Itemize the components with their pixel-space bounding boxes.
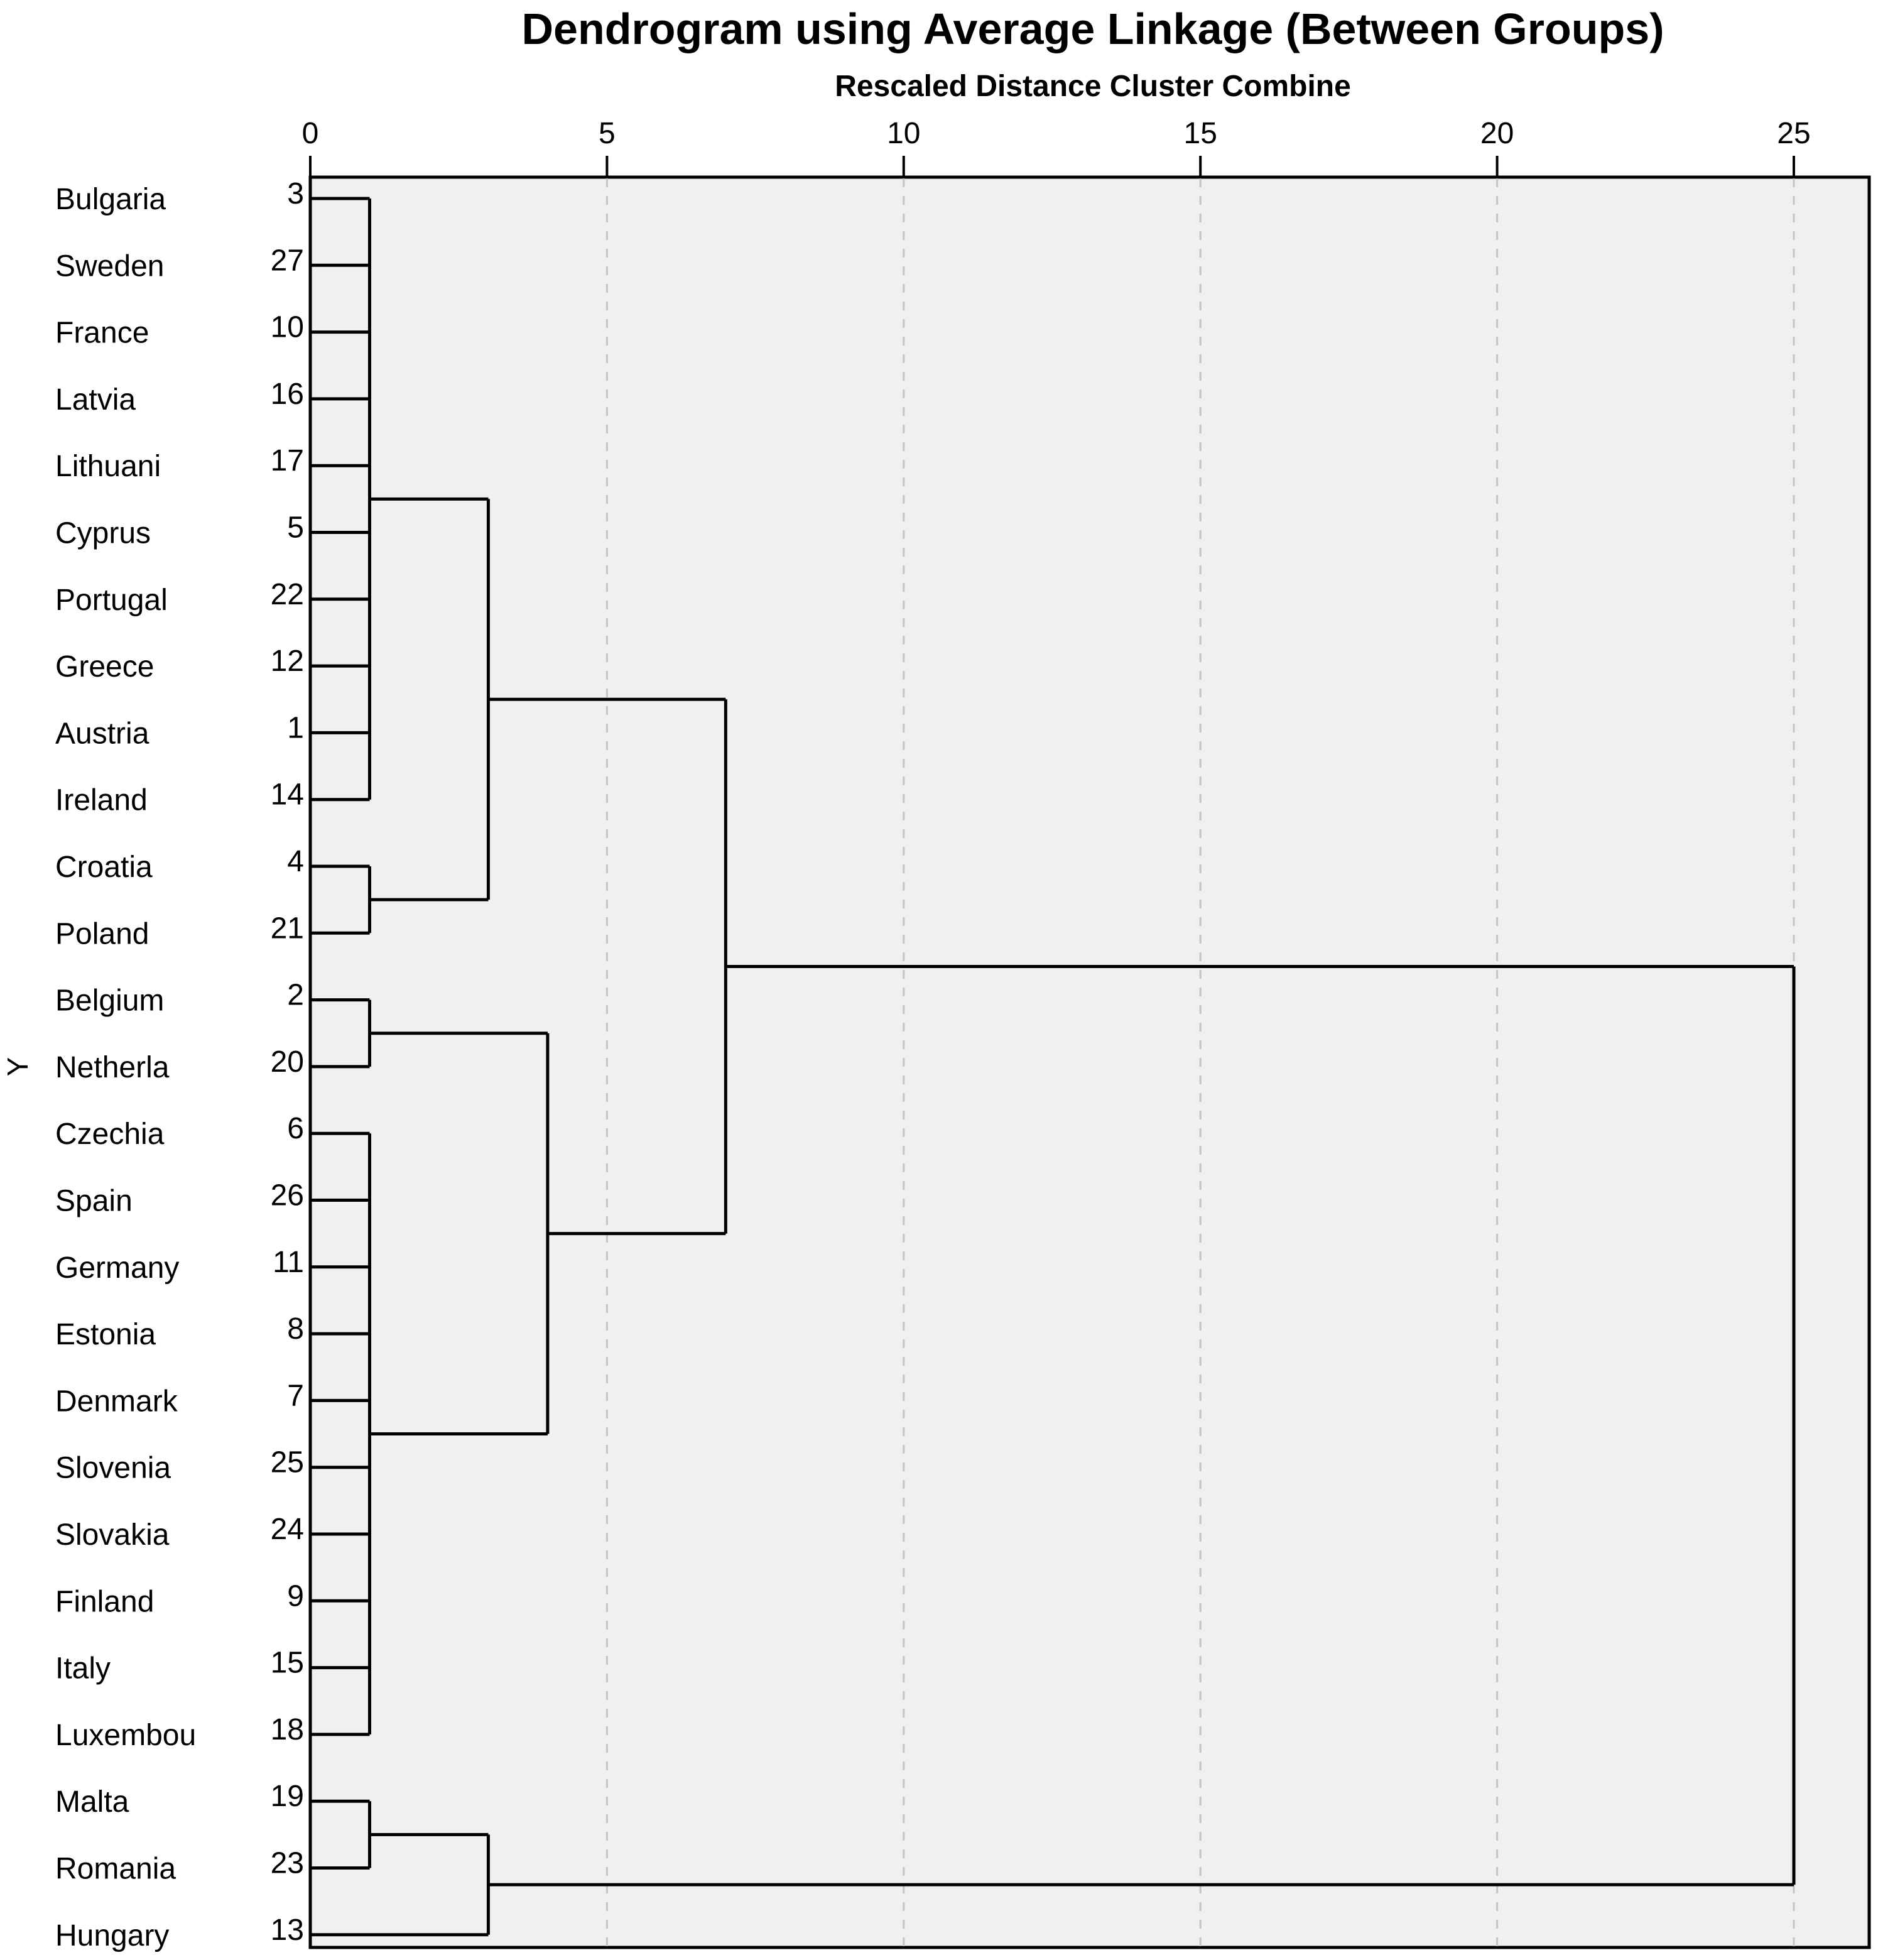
leaf-case-number: 22	[271, 578, 304, 611]
tick-label-0: 0	[302, 117, 319, 150]
leaf-case-number: 9	[287, 1579, 304, 1613]
tick-label-20: 20	[1480, 117, 1514, 150]
leaf-label-greece: Greece	[55, 650, 154, 683]
leaf-label-hungary: Hungary	[55, 1919, 169, 1952]
tick-label-5: 5	[599, 117, 616, 150]
leaf-case-number: 1	[287, 711, 304, 744]
leaf-label-germany: Germany	[55, 1251, 179, 1285]
leaf-case-number: 13	[271, 1914, 304, 1947]
leaf-case-number: 26	[271, 1179, 304, 1212]
leaf-label-portugal: Portugal	[55, 584, 168, 617]
leaf-label-bulgaria: Bulgaria	[55, 183, 166, 216]
leaf-case-number: 2	[287, 979, 304, 1012]
leaf-case-number: 8	[287, 1312, 304, 1346]
leaf-label-poland: Poland	[55, 917, 149, 950]
leaf-case-number: 7	[287, 1379, 304, 1412]
leaf-case-number: 16	[271, 378, 304, 411]
leaf-label-italy: Italy	[55, 1652, 111, 1685]
leaf-label-romania: Romania	[55, 1853, 176, 1886]
leaf-case-number: 27	[271, 244, 304, 277]
leaf-case-number: 18	[271, 1713, 304, 1746]
leaf-label-denmark: Denmark	[55, 1385, 178, 1418]
leaf-label-spain: Spain	[55, 1185, 133, 1218]
leaf-label-slovakia: Slovakia	[55, 1518, 170, 1552]
tick-label-10: 10	[887, 117, 920, 150]
leaf-label-lithuani: Lithuani	[55, 450, 161, 483]
leaf-label-austria: Austria	[55, 717, 149, 750]
leaf-label-ireland: Ireland	[55, 784, 148, 817]
leaf-case-number: 23	[271, 1847, 304, 1880]
y-axis-title: Y	[1, 1057, 34, 1077]
leaf-label-estonia: Estonia	[55, 1318, 156, 1351]
leaf-case-number: 24	[271, 1513, 304, 1546]
leaf-case-number: 14	[271, 778, 304, 812]
leaf-case-number: 17	[271, 444, 304, 477]
leaf-case-number: 15	[271, 1647, 304, 1680]
leaf-case-number: 3	[287, 177, 304, 210]
tick-label-15: 15	[1184, 117, 1217, 150]
leaf-label-czechia: Czechia	[55, 1118, 165, 1151]
leaf-label-latvia: Latvia	[55, 383, 136, 416]
leaf-case-number: 11	[273, 1246, 304, 1279]
leaf-label-slovenia: Slovenia	[55, 1452, 171, 1485]
plot-area	[308, 175, 1871, 1949]
x-axis-title: Rescaled Distance Cluster Combine	[835, 70, 1351, 103]
leaf-case-number: 6	[287, 1112, 304, 1145]
leaf-case-number: 4	[287, 845, 304, 878]
leaf-case-number: 21	[271, 912, 304, 945]
leaf-case-number: 5	[287, 511, 304, 545]
leaf-label-luxembou: Luxembou	[55, 1719, 196, 1752]
leaf-case-number: 25	[271, 1446, 304, 1479]
leaf-label-sweden: Sweden	[55, 249, 164, 283]
leaf-label-france: France	[55, 317, 149, 350]
leaf-label-netherla: Netherla	[55, 1051, 170, 1084]
leaf-label-malta: Malta	[55, 1785, 129, 1819]
leaf-label-croatia: Croatia	[55, 851, 153, 884]
x-axis-ticks: 0 5 10 15 20 25	[302, 117, 1811, 177]
leaf-case-number: 19	[271, 1780, 304, 1813]
chart-title: Dendrogram using Average Linkage (Betwee…	[521, 4, 1664, 53]
leaf-case-number: 12	[271, 645, 304, 678]
leaf-label-cyprus: Cyprus	[55, 517, 151, 550]
leaf-label-finland: Finland	[55, 1585, 154, 1618]
leaf-case-number: 10	[271, 311, 304, 344]
dendrogram-links	[310, 197, 1796, 1937]
leaf-case-number: 20	[271, 1045, 304, 1079]
leaf-label-belgium: Belgium	[55, 984, 164, 1018]
tick-label-25: 25	[1777, 117, 1810, 150]
